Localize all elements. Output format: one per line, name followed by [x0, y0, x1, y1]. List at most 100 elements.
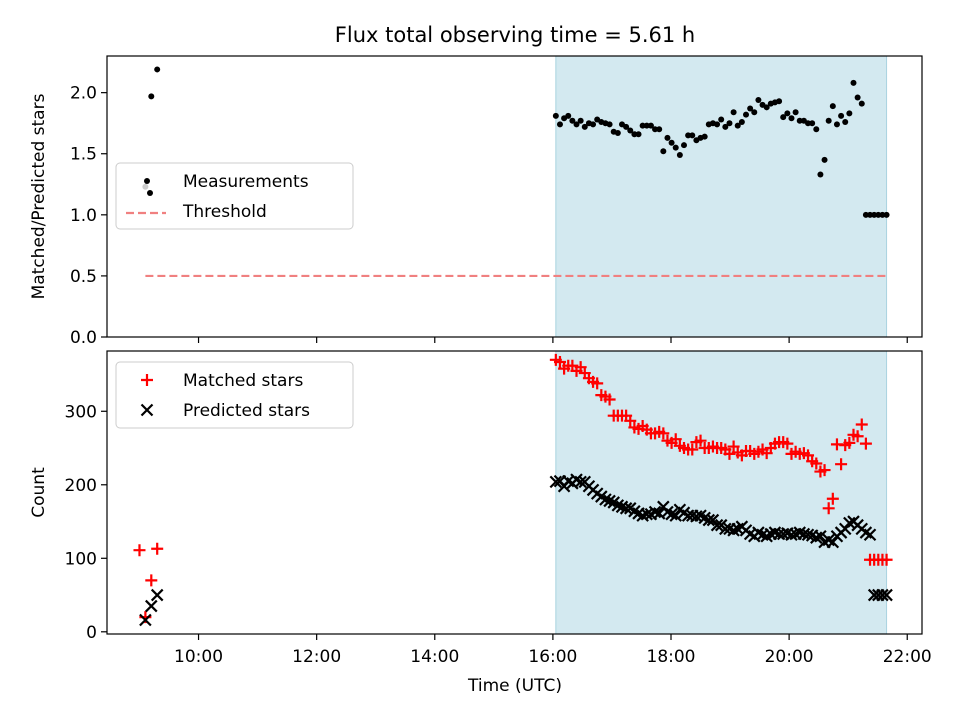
measurements-point	[676, 151, 683, 158]
ratio-axes-frame	[106, 55, 923, 338]
measurements-point	[569, 117, 576, 124]
legend-box	[115, 361, 354, 429]
predicted-stars-point	[702, 513, 716, 527]
legend-marker-measurements	[144, 178, 150, 184]
measurements-point	[689, 132, 696, 139]
count-axes-frame	[106, 350, 923, 635]
matched-stars-point	[835, 458, 848, 471]
y-tick-label: 0.0	[70, 328, 97, 348]
panel-counts: 0 100 200 300 10:00 12:00 14:00 16:00 18:00 20:0…	[29, 350, 932, 667]
measurements-point	[743, 111, 750, 118]
predicted-stars-point	[880, 588, 893, 602]
y-tick-label: 1.5	[70, 145, 97, 165]
matched-stars-point	[657, 427, 670, 440]
measurements-point	[614, 129, 621, 136]
measurements-point	[701, 133, 708, 140]
measurements-point	[623, 123, 630, 130]
matched-stars-point	[145, 574, 158, 587]
measurements-point	[590, 121, 597, 128]
ratio-marks	[142, 66, 890, 278]
predicted-stars-point	[619, 502, 633, 515]
measurements-point	[664, 134, 671, 141]
measurements-point	[817, 171, 824, 178]
ratio-y-axis-label: Matched/Predicted stars	[29, 93, 49, 299]
matched-stars-point	[851, 430, 864, 443]
measurements-point	[763, 104, 770, 111]
legend-label: Matched stars	[183, 371, 303, 391]
matched-stars-point	[859, 437, 872, 450]
predicted-stars-point	[139, 613, 152, 627]
measurements-point	[838, 112, 845, 119]
count-y-ticks: 0 100 200 300	[65, 402, 107, 643]
ratio-y-ticks: 0.0 0.5 1.0 1.5 2.0	[70, 84, 107, 348]
matched-stars-point	[880, 553, 893, 566]
matched-stars-point	[723, 447, 736, 460]
measurements-point	[854, 94, 861, 101]
legend-marker-measurements	[147, 190, 153, 196]
measurements-point	[833, 121, 840, 128]
measurements-point	[879, 211, 886, 218]
measurements-point	[796, 117, 803, 124]
predicted-stars-point	[574, 475, 587, 489]
measurements-point	[565, 112, 572, 119]
y-tick-label: 0	[86, 623, 97, 643]
predicted-stars-point	[603, 494, 616, 508]
matched-stars-point	[669, 433, 682, 446]
predicted-stars-point	[810, 531, 823, 544]
y-tick-label: 200	[65, 476, 97, 496]
matched-stars-point	[855, 418, 868, 431]
predicted-stars-point	[669, 509, 683, 522]
predicted-stars-point	[145, 599, 158, 613]
predicted-stars-point	[665, 507, 678, 521]
measurements-point	[722, 123, 729, 130]
predicted-stars-point	[863, 528, 877, 542]
measurements-point	[656, 126, 663, 133]
predicted-stars-point	[648, 505, 662, 519]
measurements-point	[738, 118, 745, 125]
y-tick-label: 2.0	[70, 84, 97, 104]
matched-stars-point	[553, 356, 566, 369]
matched-stars-point	[843, 436, 856, 449]
measurements-point	[581, 123, 588, 130]
measurements-point	[660, 148, 667, 155]
matched-stars-point	[826, 492, 839, 505]
predicted-stars-point	[599, 493, 612, 506]
measurements-point	[652, 126, 659, 133]
measurements-point	[680, 142, 687, 149]
measurements-point	[862, 211, 869, 218]
y-tick-label: 300	[65, 402, 97, 422]
matched-stars-point	[781, 437, 794, 450]
measurements-point	[780, 114, 787, 121]
measurements-point	[883, 211, 890, 218]
predicted-stars-point	[549, 475, 563, 489]
x-tick-label: 16:00	[528, 647, 577, 667]
measurements-point	[606, 121, 613, 128]
matched-stars-point	[694, 434, 707, 447]
matched-stars-point	[822, 502, 835, 515]
measurements-point	[672, 144, 679, 151]
measurements-point	[858, 100, 865, 107]
measurements-point	[627, 127, 634, 134]
x-tick-label: 14:00	[410, 647, 459, 667]
observing-window-shade	[555, 55, 888, 338]
measurements-point	[755, 96, 762, 103]
ratio-x-ticks	[197, 337, 908, 343]
legend-label: Predicted stars	[183, 401, 310, 421]
matched-stars-point	[133, 544, 146, 557]
measurements-point	[813, 126, 820, 133]
measurements-point	[842, 118, 849, 125]
x-tick-label: 10:00	[174, 647, 223, 667]
measurements-point	[850, 79, 857, 86]
count-legend: Matched stars Predicted stars	[115, 361, 354, 429]
matched-stars-point	[686, 443, 699, 456]
matched-stars-point	[591, 377, 604, 390]
legend-box	[115, 162, 354, 230]
predicted-stars-point	[801, 528, 815, 542]
count-marks	[133, 353, 893, 627]
measurements-point	[631, 131, 638, 138]
measurements-point	[647, 122, 654, 129]
measurements-point	[875, 211, 882, 218]
legend-marker-predicted-stars	[140, 403, 154, 417]
measurements-point	[556, 121, 563, 128]
measurements-point	[871, 211, 878, 218]
